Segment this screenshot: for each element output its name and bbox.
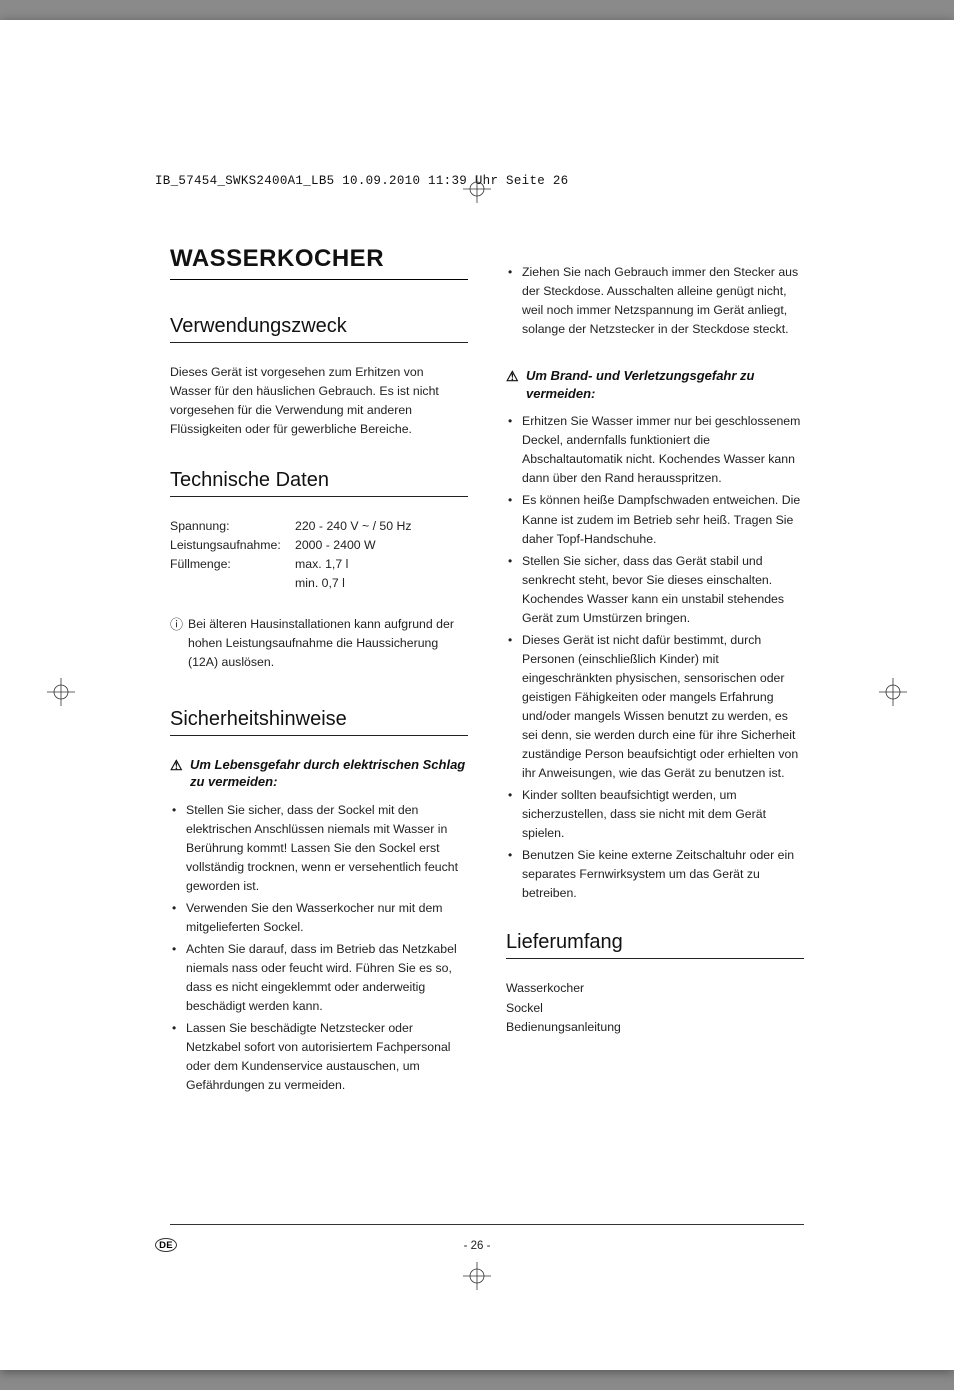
- list-item: Stellen Sie sicher, dass das Gerät stabi…: [506, 552, 804, 628]
- info-note: ⓘ Bei älteren Hausinstallationen kann au…: [170, 615, 468, 672]
- tech-row: Füllmenge: max. 1,7 l: [170, 555, 468, 574]
- safety-list-fire: Erhitzen Sie Wasser immer nur bei geschl…: [506, 412, 804, 903]
- list-item: Kinder sollten beaufsichtigt werden, um …: [506, 786, 804, 843]
- manual-page: IB_57454_SWKS2400A1_LB5 10.09.2010 11:39…: [0, 20, 954, 1370]
- list-item: Benutzen Sie keine externe Zeitschaltuhr…: [506, 846, 804, 903]
- tech-row: Spannung: 220 - 240 V ~ / 50 Hz: [170, 517, 468, 536]
- section-heading-verwendung: Verwendungszweck: [170, 315, 468, 343]
- verwendung-body: Dieses Gerät ist vorgesehen zum Erhitzen…: [170, 363, 468, 439]
- right-column: Ziehen Sie nach Gebrauch immer den Steck…: [506, 245, 804, 1123]
- section-heading-safety: Sicherheitshinweise: [170, 708, 468, 736]
- list-item: Ziehen Sie nach Gebrauch immer den Steck…: [506, 263, 804, 339]
- footer-rule: [170, 1224, 804, 1225]
- info-icon: ⓘ: [170, 615, 188, 672]
- tech-label: [170, 574, 295, 593]
- liefer-item: Wasserkocher: [506, 979, 804, 998]
- tech-label: Füllmenge:: [170, 555, 295, 574]
- tech-value: min. 0,7 l: [295, 574, 345, 593]
- tech-row: Leistungsaufnahme: 2000 - 2400 W: [170, 536, 468, 555]
- warning-heading-electric: ⚠ Um Lebensgefahr durch elektrischen Sch…: [170, 756, 468, 791]
- document-title: WASSERKOCHER: [170, 245, 468, 280]
- safety-list-electric-cont: Ziehen Sie nach Gebrauch immer den Steck…: [506, 263, 804, 339]
- list-item: Stellen Sie sicher, dass der Sockel mit …: [170, 801, 468, 896]
- warning-title: Um Lebensgefahr durch elektrischen Schla…: [190, 756, 468, 791]
- list-item: Erhitzen Sie Wasser immer nur bei geschl…: [506, 412, 804, 488]
- registration-mark-icon: [47, 678, 75, 706]
- lieferumfang-items: Wasserkocher Sockel Bedienungsanleitung: [506, 979, 804, 1036]
- tech-value: max. 1,7 l: [295, 555, 348, 574]
- warning-heading-fire: ⚠ Um Brand- und Verletzungsgefahr zu ver…: [506, 367, 804, 402]
- tech-value: 220 - 240 V ~ / 50 Hz: [295, 517, 412, 536]
- info-note-text: Bei älteren Hausinstallationen kann aufg…: [188, 615, 468, 672]
- warning-icon: ⚠: [506, 367, 526, 386]
- registration-mark-icon: [879, 678, 907, 706]
- tech-row: min. 0,7 l: [170, 574, 468, 593]
- liefer-item: Sockel: [506, 999, 804, 1018]
- list-item: Dieses Gerät ist nicht dafür bestimmt, d…: [506, 631, 804, 783]
- tech-table: Spannung: 220 - 240 V ~ / 50 Hz Leistung…: [170, 517, 468, 593]
- list-item: Es können heiße Dampfschwaden entweichen…: [506, 491, 804, 548]
- left-column: WASSERKOCHER Verwendungszweck Dieses Ger…: [170, 245, 468, 1123]
- safety-list-electric: Stellen Sie sicher, dass der Sockel mit …: [170, 801, 468, 1096]
- list-item: Achten Sie darauf, dass im Betrieb das N…: [170, 940, 468, 1016]
- registration-mark-icon: [463, 175, 491, 203]
- registration-mark-icon: [463, 1262, 491, 1290]
- warning-icon: ⚠: [170, 756, 190, 775]
- list-item: Lassen Sie beschädigte Netzstecker oder …: [170, 1019, 468, 1095]
- list-item: Verwenden Sie den Wasserkocher nur mit d…: [170, 899, 468, 937]
- tech-label: Spannung:: [170, 517, 295, 536]
- section-heading-tech: Technische Daten: [170, 469, 468, 497]
- section-heading-liefer: Lieferumfang: [506, 931, 804, 959]
- content-columns: WASSERKOCHER Verwendungszweck Dieses Ger…: [170, 245, 804, 1123]
- liefer-item: Bedienungsanleitung: [506, 1018, 804, 1037]
- crop-mark-header: IB_57454_SWKS2400A1_LB5 10.09.2010 11:39…: [155, 174, 568, 188]
- warning-title: Um Brand- und Verletzungsgefahr zu verme…: [526, 367, 804, 402]
- page-number: - 26 -: [0, 1240, 954, 1252]
- tech-value: 2000 - 2400 W: [295, 536, 376, 555]
- tech-label: Leistungsaufnahme:: [170, 536, 295, 555]
